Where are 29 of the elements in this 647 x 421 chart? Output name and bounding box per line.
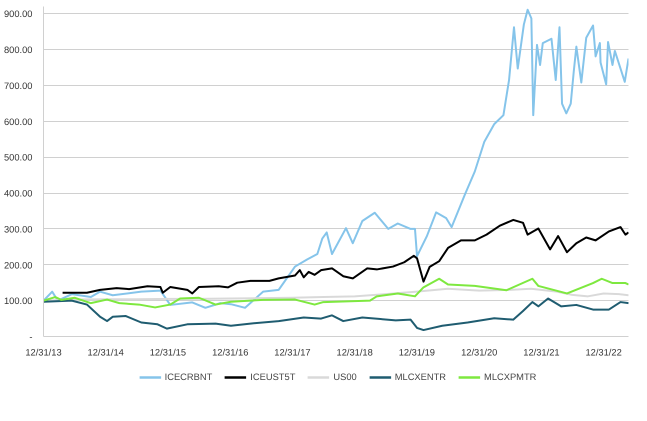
line-series (62, 218, 628, 294)
legend-label: ICECRBNT (164, 372, 212, 382)
line-series (44, 278, 628, 308)
y-tick-label: 900.00 (4, 9, 32, 20)
y-tick-label: 400.00 (4, 188, 32, 199)
legend-label: MLCXENTR (394, 372, 446, 382)
x-tick-label: 12/31/17 (274, 348, 311, 358)
legend-label: US00 (333, 372, 357, 382)
line-series (44, 297, 628, 332)
legend-label: MLCXPMTR (484, 372, 536, 382)
y-tick-label: 600.00 (4, 116, 32, 127)
x-tick-label: 12/31/20 (461, 348, 498, 358)
x-tick-label: 12/31/21 (523, 348, 560, 358)
legend-label: ICEUST5T (250, 372, 296, 382)
y-tick-label: 800.00 (4, 45, 32, 56)
y-tick-label: 300.00 (4, 224, 32, 234)
x-tick-label: 12/31/13 (25, 348, 62, 358)
y-tick-label: 700.00 (4, 80, 32, 91)
y-tick-label: 100.00 (4, 296, 32, 306)
y-tick-label: 500.00 (4, 152, 32, 163)
y-tick-label: - (29, 332, 33, 342)
y-tick-label: 200.00 (4, 260, 32, 270)
x-tick-label: 12/31/19 (398, 348, 436, 358)
x-tick-label: 12/31/15 (150, 348, 186, 358)
x-tick-label: 12/31/16 (212, 348, 248, 358)
x-tick-label: 12/31/14 (88, 348, 124, 358)
line-series (44, 8, 628, 309)
x-tick-label: 12/31/22 (585, 348, 622, 358)
x-tick-label: 12/31/18 (336, 348, 373, 358)
